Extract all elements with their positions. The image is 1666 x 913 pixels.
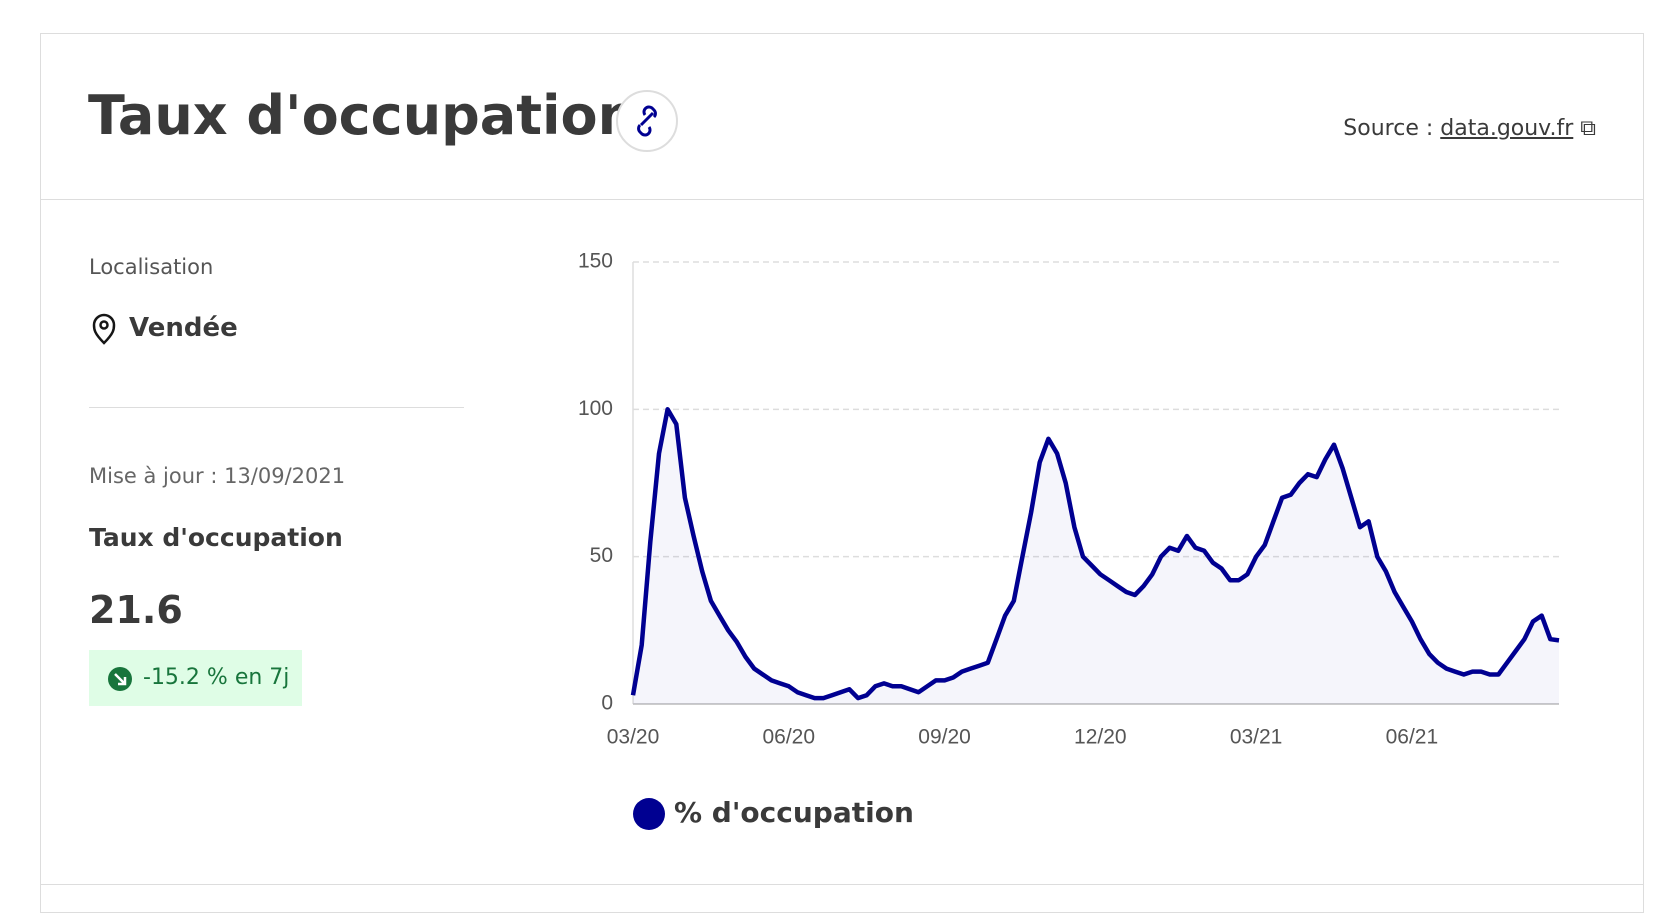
sidebar-separator	[89, 407, 464, 408]
down-icon	[108, 667, 132, 691]
link-button[interactable]	[615, 89, 679, 153]
source-label: Source :	[1343, 116, 1434, 141]
y-tick-label: 50	[590, 544, 613, 567]
update-date: Mise à jour : 13/09/2021	[89, 464, 346, 488]
area-fill	[633, 409, 1559, 704]
y-tick-label: 100	[578, 397, 613, 420]
location-label: Localisation	[89, 255, 214, 279]
line	[630, 407, 1560, 701]
link-icon	[637, 105, 657, 137]
bottom-card-border	[40, 884, 1644, 885]
y-tick-label: 0	[601, 692, 613, 715]
metric-value: 21.6	[89, 588, 183, 632]
x-tick-label: 06/20	[762, 726, 815, 749]
external-icon: ⧉	[1580, 116, 1596, 141]
x-tick-label: 06/21	[1386, 726, 1439, 749]
metric-label: Taux d'occupation	[89, 523, 343, 552]
legend-marker	[633, 798, 665, 830]
pin-icon	[92, 313, 116, 345]
y-tick-label: 150	[578, 250, 613, 273]
source-link[interactable]: data.gouv.fr	[1440, 116, 1574, 141]
x-tick-label: 09/20	[918, 726, 971, 749]
change-text: -15.2 % en 7j	[143, 665, 290, 690]
x-tick-label: 03/21	[1230, 726, 1283, 749]
x-tick-label: 03/20	[607, 726, 660, 749]
change-badge: -15.2 % en 7j	[89, 650, 302, 706]
header-separator	[40, 199, 1644, 200]
source: Source : data.gouv.fr ⧉	[1343, 116, 1596, 141]
title: Taux d'occupation	[88, 84, 637, 147]
location: Vendée	[129, 313, 238, 343]
legend-label: % d'occupation	[674, 796, 914, 829]
x-tick-label: 12/20	[1074, 726, 1127, 749]
